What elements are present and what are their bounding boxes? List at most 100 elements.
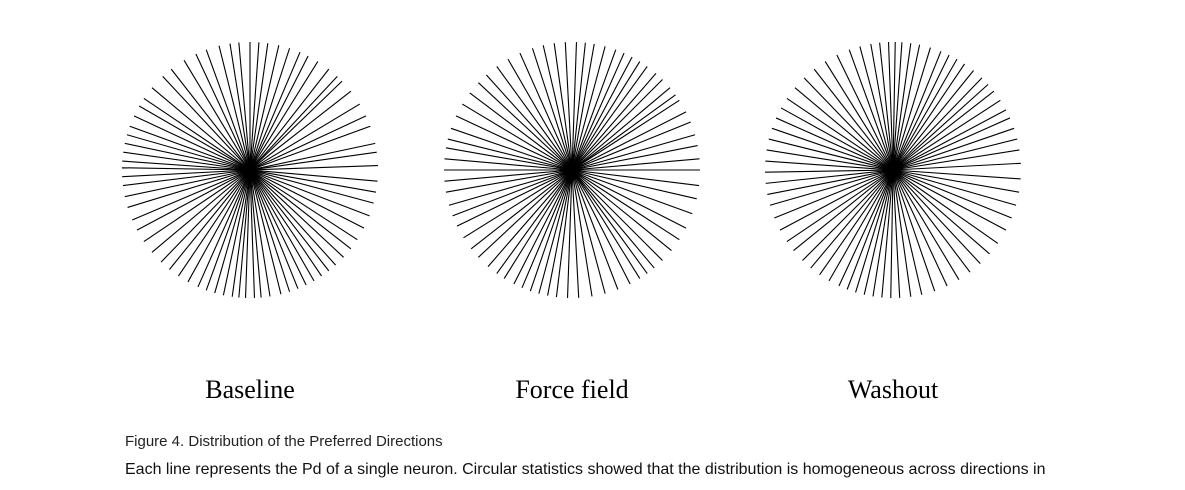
direction-line — [177, 169, 251, 277]
direction-line — [249, 169, 291, 292]
direction-line — [892, 169, 901, 298]
direction-line — [892, 138, 1018, 171]
direction-line — [892, 54, 950, 171]
caption-title: Figure 4. Distribution of the Preferred … — [125, 433, 443, 450]
direction-line — [127, 169, 251, 208]
direction-line — [765, 169, 894, 184]
direction-line — [571, 169, 631, 285]
direction-line — [768, 138, 894, 171]
direction-line — [892, 169, 971, 273]
direction-line — [249, 169, 358, 241]
direction-line — [879, 42, 894, 171]
direction-line — [892, 58, 958, 171]
direction-line — [249, 43, 269, 171]
direction-line — [824, 61, 894, 171]
direction-line — [780, 107, 894, 171]
direction-line — [249, 80, 343, 171]
direction-line — [122, 160, 251, 171]
direction-line — [445, 169, 573, 193]
direction-line — [892, 169, 960, 281]
direction-line — [133, 115, 251, 171]
direction-line — [846, 169, 894, 290]
direction-line — [892, 42, 896, 171]
direction-line — [470, 169, 573, 250]
direction-line — [810, 169, 894, 269]
direction-line — [892, 117, 1011, 171]
direction-line — [892, 51, 942, 171]
direction-line — [249, 169, 323, 277]
direction-line — [571, 121, 691, 171]
direction-line — [187, 169, 251, 283]
direction-line — [249, 169, 282, 295]
direction-line — [766, 149, 894, 171]
direction-line — [143, 169, 251, 243]
direction-line — [478, 169, 573, 258]
direction-line — [892, 83, 989, 171]
direction-line — [249, 103, 361, 171]
direction-line — [249, 169, 262, 298]
direction-line — [571, 169, 697, 200]
direction-line — [249, 164, 378, 171]
direction-line — [183, 59, 251, 171]
direction-line — [571, 169, 663, 261]
direction-line — [892, 70, 974, 171]
direction-line — [571, 169, 693, 215]
direction-line — [555, 169, 573, 298]
direction-line — [571, 61, 641, 171]
panel-label: Baseline — [205, 375, 295, 404]
figure: Baseline Force field Washout — [122, 42, 1021, 404]
direction-line — [892, 169, 923, 295]
direction-line — [803, 77, 894, 171]
direction-line — [765, 160, 894, 171]
direction-line — [774, 169, 894, 219]
direction-line — [513, 169, 573, 285]
direction-line — [249, 169, 337, 266]
direction-line — [892, 169, 936, 292]
direction-line — [872, 169, 894, 297]
direction-line — [859, 46, 894, 171]
direction-line — [160, 169, 251, 263]
direction-line — [571, 169, 680, 241]
direction-line — [487, 169, 573, 267]
direction-line — [892, 99, 1001, 171]
direction-line — [571, 52, 625, 171]
direction-line — [519, 52, 573, 171]
direction-line — [249, 169, 377, 193]
direction-line — [571, 169, 619, 290]
direction-line — [448, 169, 573, 206]
direction-line — [571, 158, 700, 171]
caption-body: Each line represents the Pd of a single … — [125, 461, 1046, 478]
direction-line — [143, 97, 251, 171]
direction-line — [463, 169, 573, 239]
direction-line — [244, 169, 251, 298]
direction-line — [571, 79, 663, 171]
direction-line — [892, 169, 1007, 231]
direction-line — [249, 90, 352, 171]
direction-line — [892, 109, 1007, 171]
direction-line — [249, 169, 344, 258]
direction-line — [571, 169, 606, 294]
direction-line — [813, 68, 894, 171]
direction-line — [151, 87, 251, 171]
direction-line — [863, 169, 894, 295]
direction-line — [892, 169, 912, 297]
direction-line — [456, 169, 573, 227]
direction-line — [892, 149, 1020, 171]
direction-line — [455, 115, 573, 171]
direction-line — [249, 169, 315, 282]
direction-line — [124, 142, 251, 171]
direction-line — [571, 94, 676, 171]
direction-line — [452, 169, 573, 217]
direction-line — [218, 45, 251, 171]
direction-line — [794, 87, 894, 171]
direction-line — [249, 151, 377, 171]
direction-line — [571, 56, 633, 171]
direction-line — [478, 82, 573, 171]
direction-line — [197, 169, 251, 288]
panel-label: Force field — [515, 375, 628, 404]
direction-line — [222, 169, 251, 296]
direction-line — [892, 169, 990, 255]
direction-line — [892, 169, 948, 287]
direction-line — [571, 99, 680, 171]
direction-line — [214, 169, 251, 294]
